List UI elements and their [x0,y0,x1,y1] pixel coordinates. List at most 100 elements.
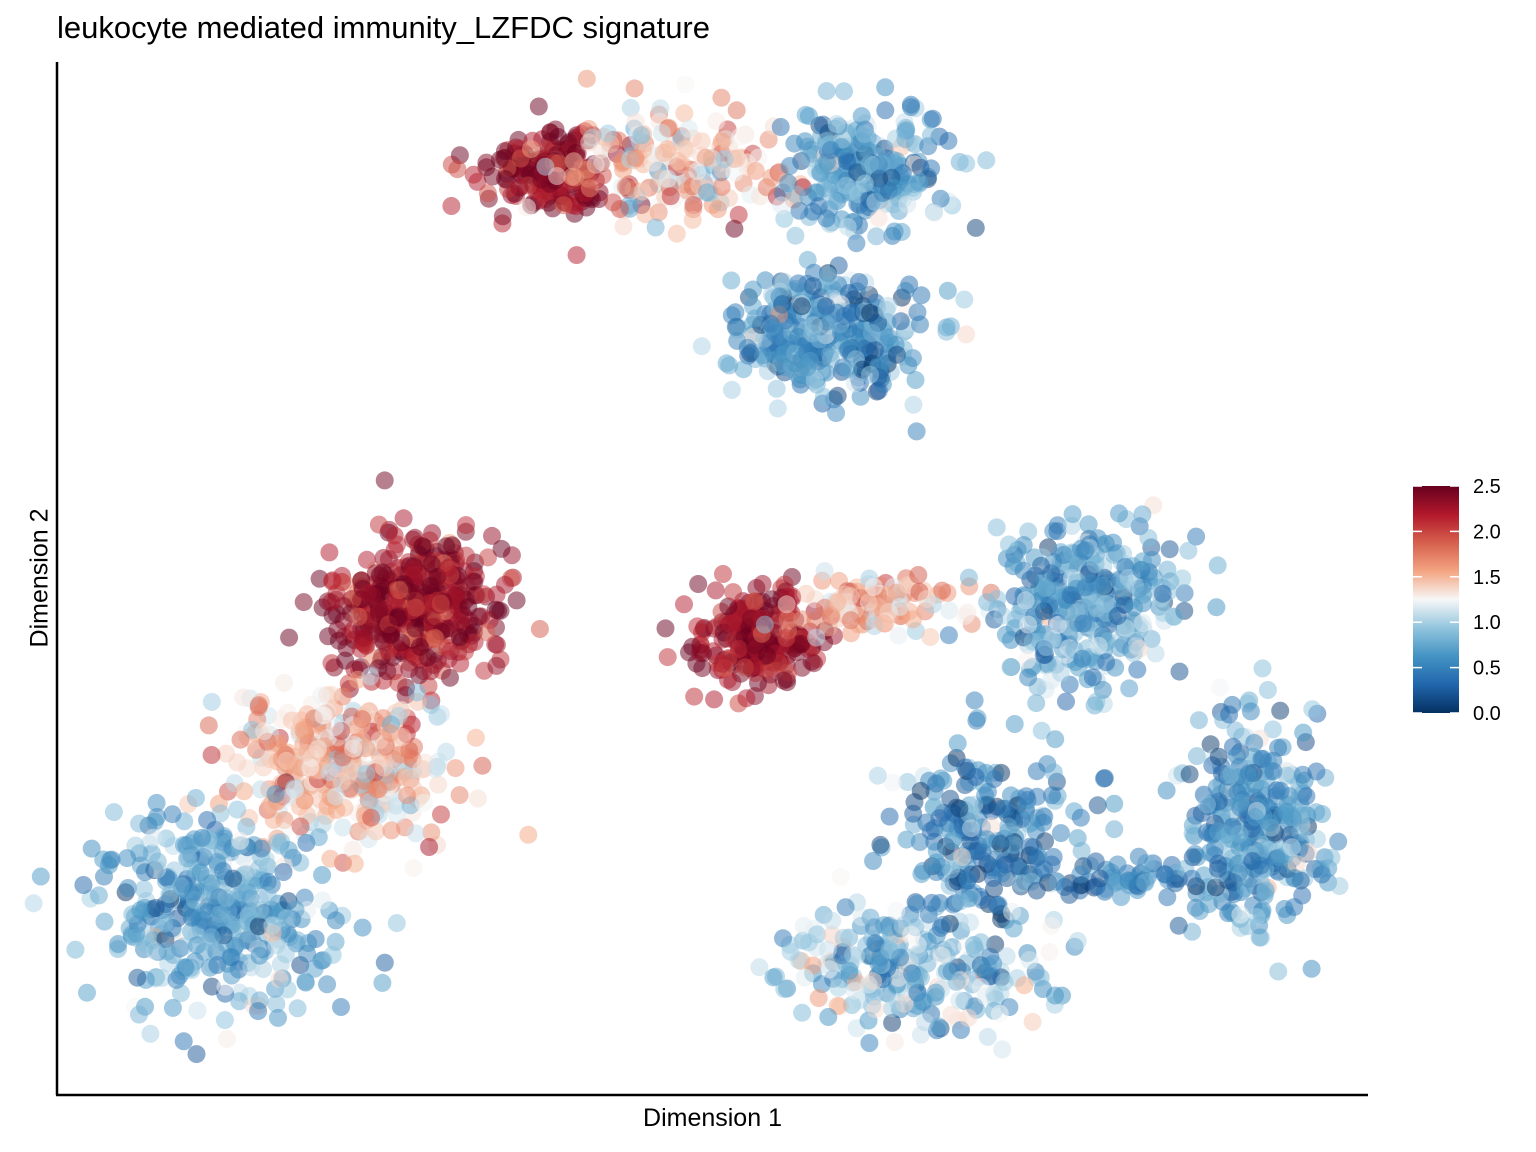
scatter-point [288,999,307,1018]
scatter-point [777,629,796,647]
scatter-point [951,892,970,911]
scatter-point [799,933,818,952]
scatter-point [1330,877,1349,896]
scatter-point [1169,916,1188,935]
scatter-point [235,782,254,801]
scatter-point [1230,825,1249,843]
scatter-point [128,968,147,987]
scatter-point [361,623,380,641]
scatter-point [909,566,928,584]
scatter-point [1269,962,1288,981]
scatter-point [1209,747,1228,766]
scatter-point [1035,807,1054,826]
scatter-point [866,934,885,953]
legend-tick-label: 0.5 [1473,658,1501,680]
scatter-point [883,773,902,792]
scatter-point [1285,869,1304,888]
scatter-point [874,614,893,633]
scatter-point [1285,898,1304,917]
scatter-point [1157,781,1176,800]
scatter-point [530,620,549,638]
scatter-point [1086,852,1105,871]
scatter-point [1061,586,1080,605]
y-axis-label: Dimension 2 [25,508,54,648]
scatter-point [403,560,422,578]
scatter-point [1322,848,1341,867]
scatter-point [912,286,931,305]
scatter-point [1125,598,1144,617]
scatter-point [914,861,933,880]
scatter-point [202,746,221,764]
scatter-point [254,758,273,777]
scatter-point [294,593,313,612]
scatter-point [1060,885,1079,904]
scatter-point [1119,871,1138,890]
scatter-point [1032,556,1050,575]
scatter-point [186,789,205,807]
scatter-point [819,1008,838,1026]
scatter-point [1096,534,1115,553]
scatter-point [934,771,953,790]
scatter-point [959,568,978,587]
scatter-point [756,271,775,290]
scatter-point [1046,986,1064,1005]
scatter-point [326,911,345,930]
scatter-point [577,69,596,88]
scatter-point [860,154,879,173]
scatter-point [199,716,218,735]
scatter-point [174,937,193,956]
scatter-point [869,954,888,973]
scatter-point [1014,561,1033,580]
scatter-point [1074,614,1093,633]
scatter-point [814,387,833,406]
scatter-point [131,901,150,920]
scatter-point [336,651,355,670]
scatter-point [758,362,777,381]
scatter-point [933,916,952,934]
scatter-point [999,817,1018,836]
scatter-point [907,895,926,913]
scatter-point [1253,659,1272,678]
scatter-point [916,1013,934,1032]
scatter-point [414,793,433,812]
scatter-point [1208,859,1227,878]
scatter-point [907,422,926,441]
scatter-point [914,992,933,1011]
scatter-point [855,174,874,193]
scatter-point [320,763,339,782]
scatter-point [919,905,938,924]
scatter-point [796,105,815,124]
scatter-point [255,722,274,741]
scatter-point [917,590,936,609]
scatter-point [1183,848,1202,867]
scatter-point [1154,603,1173,622]
scatter-point [925,204,944,223]
scatter-point [707,112,726,131]
scatter-point [838,217,857,236]
scatter-point [1119,568,1138,587]
scatter-point [1297,787,1316,806]
scatter-point [744,280,762,299]
scatter-point [412,760,431,779]
scatter-point [930,809,949,828]
scatter-point [817,209,836,228]
scatter-point [902,925,921,944]
scatter-point [1090,869,1109,888]
scatter-point [353,918,372,937]
scatter-point [78,983,96,1002]
scatter-point [431,594,450,613]
scatter-point [977,830,996,849]
scatter-point [163,805,182,824]
scatter-point [1269,738,1288,757]
scatter-point [803,324,822,343]
scatter-point [230,992,249,1011]
scatter-point [773,295,791,314]
scatter-point [780,157,799,175]
scatter-point [633,182,652,201]
scatter-point [375,471,394,490]
scatter-point [1004,919,1023,938]
scatter-point [420,838,439,856]
scatter-point [959,1008,978,1027]
scatter-point [827,404,846,423]
scatter-point [923,109,942,128]
